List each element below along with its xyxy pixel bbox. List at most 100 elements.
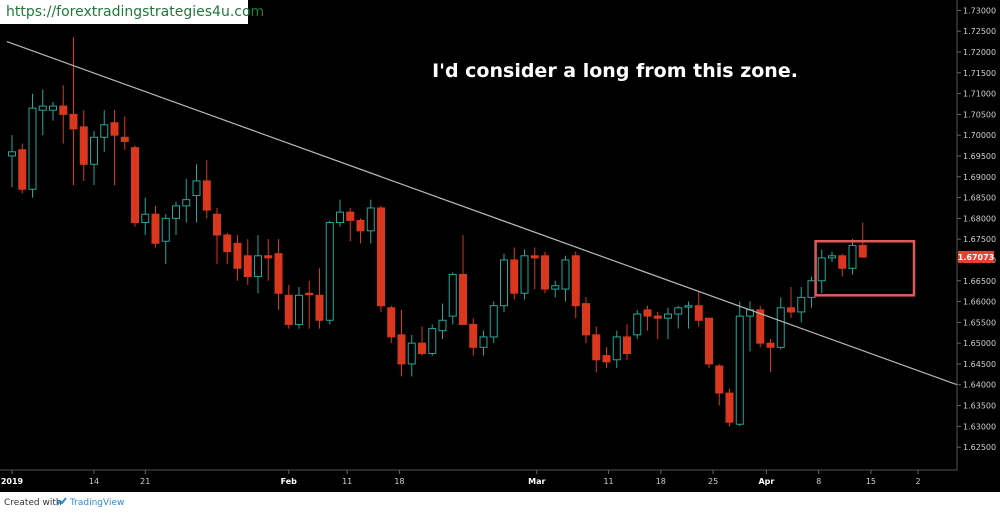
source-url[interactable]: https://forextradingstrategies4u.com: [6, 4, 265, 20]
candle-body: [817, 257, 826, 282]
price-axis[interactable]: 1.73000 1.72500 1.72000 1.71500 1.71000 1.705…: [956, 0, 996, 470]
candle-body: [397, 334, 406, 365]
candle-body: [8, 151, 16, 157]
candle-body: [489, 305, 498, 338]
price-tick-label: 1.66500: [963, 277, 996, 286]
candle-body: [110, 122, 119, 136]
time-tick-label: 8: [816, 477, 821, 486]
candle-body: [551, 285, 560, 290]
candle: [520, 249, 529, 300]
candle-body: [264, 255, 273, 259]
price-tick-label: 1.64000: [963, 381, 996, 390]
candle: [674, 305, 683, 329]
candle: [336, 199, 344, 227]
candle-body: [202, 180, 211, 211]
candle: [161, 214, 170, 265]
candle-body: [633, 313, 642, 336]
candle-body: [274, 253, 283, 294]
source-url-banner[interactable]: https://forextradingstrategies4u.com: [0, 0, 264, 24]
candle-body: [838, 255, 847, 269]
candle: [233, 235, 242, 281]
price-tick-label: 1.68000: [963, 214, 996, 223]
candle: [274, 239, 283, 310]
candle: [797, 286, 806, 323]
candle: [8, 135, 16, 188]
candle: [366, 199, 375, 244]
candle-body: [161, 217, 170, 242]
tradingview-logo-icon: [56, 497, 67, 506]
candle-body: [520, 255, 529, 294]
candle-body: [541, 255, 549, 290]
time-tick-label: 21: [140, 477, 150, 486]
candle-body: [858, 244, 867, 258]
candle-body: [38, 105, 47, 111]
candle: [243, 239, 252, 285]
candle: [694, 291, 703, 327]
candle-body: [182, 199, 191, 207]
candle: [49, 101, 57, 121]
candle-body: [643, 309, 652, 317]
candle-body: [602, 355, 611, 363]
chart-panel[interactable]: 1.73000 1.72500 1.72000 1.71500 1.71000 1.705…: [0, 0, 1000, 492]
candle-body: [828, 255, 836, 259]
price-tick-label: 1.65500: [963, 318, 996, 327]
candle: [510, 247, 519, 300]
candle-body: [284, 294, 293, 325]
current-price-tag: 1.67073: [958, 250, 994, 263]
candle: [295, 286, 303, 329]
candle-body: [715, 365, 724, 394]
candle: [602, 347, 611, 369]
candle: [766, 338, 775, 373]
candle-body: [151, 213, 160, 244]
candle-body: [90, 136, 98, 165]
candle-body: [377, 207, 385, 307]
time-tick-label: Apr: [758, 477, 774, 486]
candlestick-chart[interactable]: 1.73000 1.72500 1.72000 1.71500 1.71000 1.705…: [0, 0, 1000, 492]
candle: [120, 116, 129, 150]
candle-body: [418, 342, 426, 355]
highlight-zone-box[interactable]: [814, 239, 916, 297]
candle: [325, 220, 334, 325]
candle: [653, 311, 662, 339]
candle: [776, 297, 785, 350]
candle: [623, 324, 631, 360]
time-tick-label: 11: [342, 477, 352, 486]
time-tick-label: Mar: [528, 477, 545, 486]
candle-body: [571, 255, 580, 307]
candle: [735, 301, 744, 427]
current-price-label: 1.67073: [958, 253, 994, 262]
price-tick-label: 1.73000: [963, 6, 996, 15]
candle-body: [213, 213, 221, 236]
candle: [223, 232, 232, 265]
price-tick-label: 1.62500: [963, 443, 996, 452]
candle: [817, 249, 826, 294]
price-tick-label: 1.67500: [963, 235, 996, 244]
candle-body: [79, 126, 88, 165]
candle: [428, 324, 437, 356]
candle-body: [356, 219, 365, 232]
candle-body: [49, 105, 57, 111]
price-tick-label: 1.65000: [963, 339, 996, 348]
candle-body: [776, 307, 785, 348]
tradingview-brand[interactable]: TradingView: [70, 498, 125, 508]
candle-body: [797, 296, 806, 313]
time-tick-label: 2: [916, 477, 921, 486]
candle: [100, 110, 109, 152]
candle: [756, 305, 765, 348]
candle: [848, 239, 857, 275]
candle-body: [366, 207, 375, 232]
trendline[interactable]: [6, 41, 958, 386]
current-price-tag-background: [958, 250, 994, 263]
candle: [284, 284, 293, 329]
candle-body: [305, 292, 314, 296]
candle-body: [561, 259, 570, 290]
candle-body: [336, 211, 344, 224]
candle-body: [18, 149, 27, 190]
time-axis[interactable]: 2420191421Feb1118Mar111825Apr8152: [0, 469, 957, 486]
candle: [828, 251, 836, 263]
candle-body: [59, 105, 68, 115]
candle-body: [141, 213, 150, 224]
candle: [377, 205, 385, 312]
candle-body: [612, 336, 621, 361]
plot-area: [6, 37, 958, 427]
